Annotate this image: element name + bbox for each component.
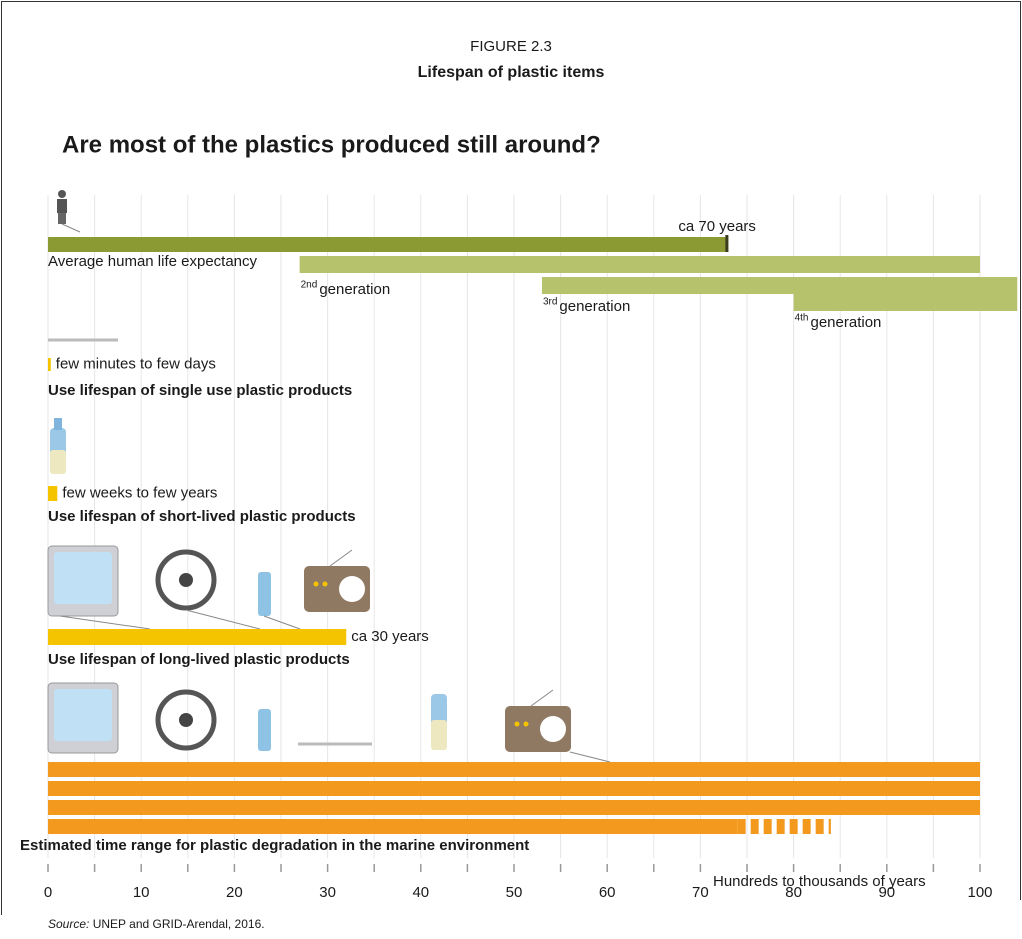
bar [48, 629, 347, 645]
icon [58, 190, 66, 198]
bar [48, 358, 51, 371]
icon [50, 450, 66, 474]
series-label: Use lifespan of short-lived plastic prod… [48, 508, 356, 525]
icon [185, 609, 261, 630]
frame [1, 1, 1021, 915]
source-text: UNEP and GRID-Arendal, 2016. [93, 917, 265, 931]
bar [48, 237, 729, 252]
icon [523, 721, 529, 727]
x-tick-label: 90 [878, 884, 895, 901]
icon [313, 581, 319, 587]
icon [57, 199, 67, 213]
x-tick-label: 80 [785, 884, 802, 901]
icon [258, 709, 271, 751]
generation-ordinal: 4th [795, 313, 809, 324]
note: few weeks to few years [62, 484, 217, 501]
icon [322, 581, 328, 587]
icon [514, 721, 520, 727]
chart-subtitle: Are most of the plastics produced still … [62, 131, 601, 158]
series-label: Estimated time range for plastic degrada… [20, 837, 529, 854]
bar [541, 277, 1018, 294]
x-tick-label: 30 [319, 884, 336, 901]
marks: Average human life expectancy ca 70 years… [20, 218, 1018, 890]
icon [329, 549, 353, 567]
source: Source: UNEP and GRID-Arendal, 2016. [48, 917, 265, 931]
generation-label: generation [559, 298, 630, 315]
x-tick-label: 60 [599, 884, 616, 901]
note: Hundreds to thousands of years [713, 873, 926, 890]
series-label: Use lifespan of single use plastic produ… [48, 382, 352, 399]
icon [569, 751, 611, 763]
icon [179, 573, 193, 587]
generation-ordinal: 3rd [543, 297, 557, 308]
bar [793, 294, 1018, 311]
icon [155, 549, 217, 611]
bar [48, 819, 738, 834]
chart-title: Lifespan of plastic items [418, 64, 605, 81]
bar [48, 781, 980, 796]
x-tick-label: 50 [506, 884, 523, 901]
x-tick-label: 70 [692, 884, 709, 901]
note: ca 30 years [351, 628, 429, 645]
generation-ordinal: 2nd [301, 280, 318, 291]
bar [48, 486, 58, 501]
icons [47, 190, 611, 763]
x-tick-label: 20 [226, 884, 243, 901]
icon [263, 615, 301, 630]
series-label: Use lifespan of long-lived plastic produ… [48, 651, 350, 668]
icon [61, 223, 81, 233]
icon [540, 716, 566, 742]
icon [530, 689, 554, 707]
icon [59, 615, 151, 630]
generation-label: generation [319, 281, 390, 298]
generation-label: generation [811, 314, 882, 331]
x-tick-label: 100 [967, 884, 992, 901]
icon [54, 552, 112, 604]
icon [58, 213, 66, 224]
icon [155, 689, 217, 751]
x-tick-label: 0 [44, 884, 52, 901]
note: few minutes to few days [56, 355, 216, 372]
icon [54, 689, 112, 741]
icon [54, 418, 62, 430]
icon [179, 713, 193, 727]
series-label: Average human life expectancy [48, 253, 258, 270]
x-tick-label: 10 [133, 884, 150, 901]
note: ca 70 years [678, 218, 756, 235]
icon [339, 576, 365, 602]
icon [258, 572, 271, 616]
icon [431, 720, 447, 750]
bar [299, 256, 980, 273]
bar [48, 762, 980, 777]
figure-label: FIGURE 2.3 [470, 38, 552, 55]
x-tick-label: 40 [412, 884, 429, 901]
bar [48, 800, 980, 815]
source-label: Source: [48, 917, 89, 931]
end-marker [725, 235, 729, 252]
